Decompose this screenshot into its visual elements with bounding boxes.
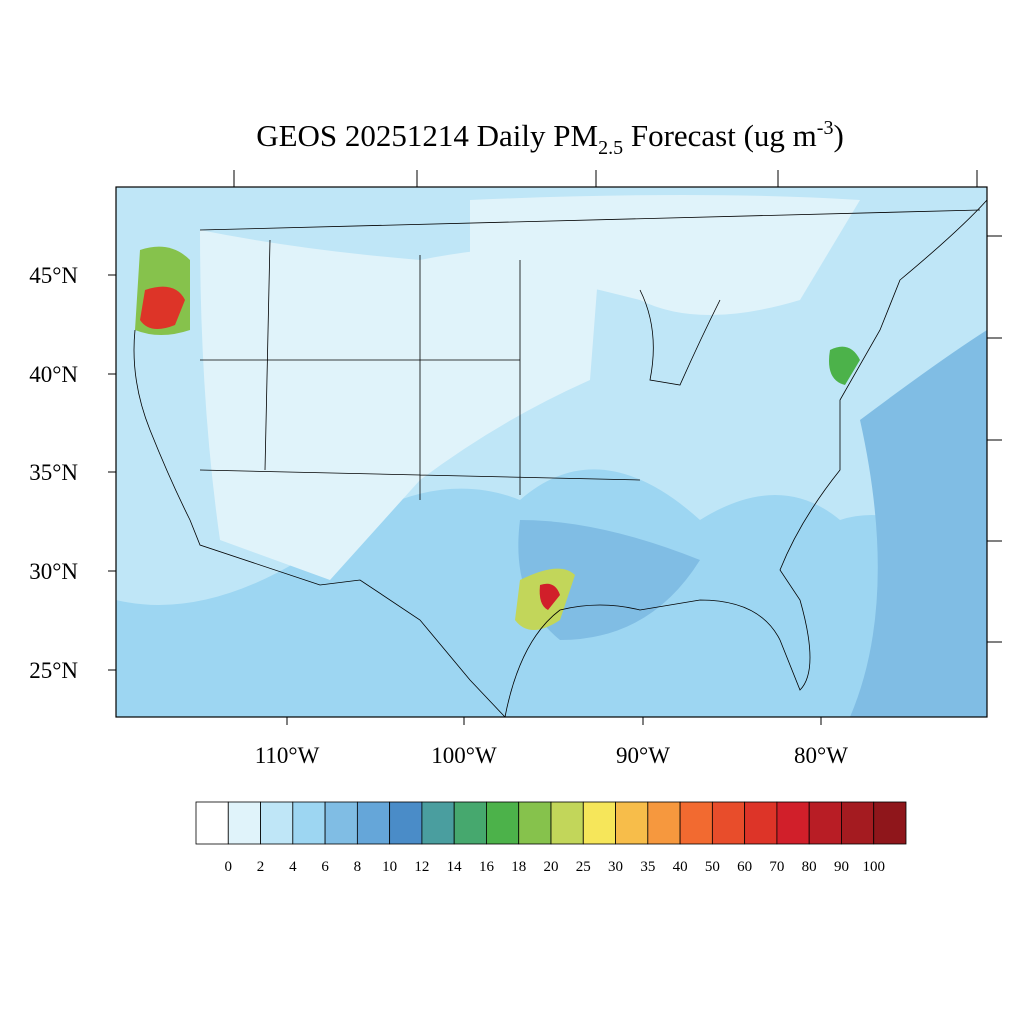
title-subscript: 2.5 [598, 137, 623, 159]
title-close: ) [833, 118, 843, 153]
color-box [841, 801, 875, 845]
colorbar-label: 2 [257, 859, 265, 875]
plume [829, 346, 860, 385]
colorbar-label: 30 [608, 859, 623, 875]
plume [539, 583, 560, 610]
title-superscript: -3 [817, 117, 834, 139]
colorbar-label: 6 [321, 859, 329, 875]
colorbar-label: 16 [479, 859, 495, 875]
color-box [195, 801, 229, 845]
map [115, 186, 988, 718]
color-box [292, 801, 326, 845]
colorbar-label: 40 [673, 859, 688, 875]
colorbar-label: 12 [414, 859, 429, 875]
lat-label: 25°N [29, 658, 78, 683]
colorbar-label: 50 [705, 859, 720, 875]
colorbar-label: 4 [289, 859, 297, 875]
color-box [227, 801, 261, 845]
lat-label: 35°N [29, 460, 78, 485]
colorbar-label: 70 [769, 859, 784, 875]
lat-label: 45°N [29, 263, 78, 288]
colorbar-label: 90 [834, 859, 849, 875]
lon-label: 80°W [794, 743, 848, 768]
lon-label: 90°W [616, 743, 670, 768]
colorbar-label: 60 [737, 859, 752, 875]
colorbar: 0 2 4 6 8 10 12 14 16 18 20 25 30 35 40 50 60 70 80 90 100 [195, 801, 907, 875]
colorbar-label: 100 [862, 859, 885, 875]
color-box [260, 801, 294, 845]
colorbar-label: 10 [382, 859, 397, 875]
lon-label: 110°W [255, 743, 320, 768]
colorbar-label: 0 [225, 859, 233, 875]
color-box [647, 801, 681, 845]
color-box [582, 801, 616, 845]
color-box [421, 801, 455, 845]
title-main: GEOS 20251214 Daily PM [256, 118, 598, 153]
color-box [324, 801, 358, 845]
color-box [711, 801, 746, 845]
color-box [389, 801, 423, 845]
colorbar-label: 18 [511, 859, 526, 875]
color-box [486, 801, 520, 845]
color-box [518, 801, 552, 845]
plume [140, 286, 185, 329]
color-box [453, 801, 487, 845]
title-after: Forecast (ug m [623, 118, 817, 153]
region [518, 520, 700, 640]
title: GEOS 20251214 Daily PM2.5 Forecast (ug m… [256, 117, 844, 159]
region [850, 330, 987, 717]
colorbar-label: 20 [544, 859, 559, 875]
region [470, 195, 860, 315]
color-box [808, 801, 842, 845]
color-box [776, 801, 810, 845]
colorbar-label: 8 [354, 859, 362, 875]
boundaries [133, 199, 987, 717]
color-box [679, 801, 713, 845]
color-box [550, 801, 584, 845]
color-box [356, 801, 391, 845]
lon-label: 100°W [431, 743, 497, 768]
colorbar-label: 14 [447, 859, 463, 875]
map-frame [115, 186, 988, 718]
color-box [873, 801, 907, 845]
region [200, 230, 600, 580]
color-box [744, 801, 778, 845]
lat-label: 40°N [29, 362, 78, 387]
colorbar-label: 35 [640, 859, 655, 875]
color-box [615, 801, 649, 845]
colorbar-label: 80 [802, 859, 817, 875]
colorbar-label: 25 [576, 859, 591, 875]
lat-label: 30°N [29, 559, 78, 584]
